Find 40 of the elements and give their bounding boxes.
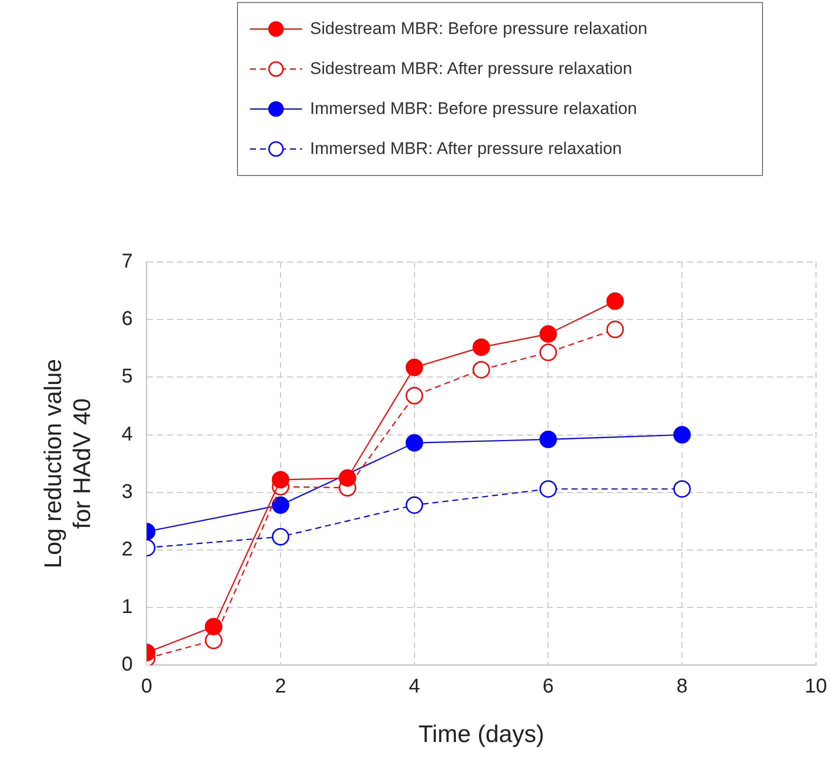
legend-label: Sidestream MBR: Before pressure relaxation: [310, 19, 648, 39]
x-tick-label: 10: [804, 676, 827, 698]
point: [272, 470, 290, 488]
x-tick-label: 0: [141, 676, 152, 698]
point: [406, 386, 424, 404]
legend-label: Immersed MBR: Before pressure relaxation: [310, 99, 637, 119]
y-tick-label: 3: [122, 480, 133, 503]
point: [539, 480, 557, 498]
point: [606, 292, 624, 310]
y-tick-label: 6: [122, 308, 133, 330]
point: [272, 496, 290, 514]
point: [539, 325, 557, 343]
y-tick-label: 7: [122, 250, 133, 273]
y-axis-title: Log reduction value for HAdV 40: [40, 358, 96, 568]
y-tick-label: 2: [122, 538, 133, 561]
legend-label: Sidestream MBR: After pressure relaxation: [310, 59, 632, 79]
x-tick-label: 4: [408, 676, 420, 698]
y-tick-label: 4: [122, 423, 133, 446]
point: [204, 618, 222, 636]
point: [406, 358, 424, 376]
point: [673, 480, 691, 498]
point: [338, 469, 356, 487]
point: [472, 338, 490, 356]
y-tick-label: 0: [122, 654, 133, 676]
x-tick-label: 8: [676, 676, 688, 698]
y-tick-label: 1: [122, 596, 133, 618]
x-tick-label: 6: [542, 676, 554, 698]
x-tick-label: 2: [274, 676, 286, 698]
point: [673, 426, 691, 444]
legend-label: Immersed MBR: After pressure relaxation: [310, 139, 622, 159]
point: [272, 528, 290, 546]
y-tick-label: 5: [122, 366, 133, 388]
point: [539, 344, 557, 362]
point: [472, 360, 490, 378]
point: [204, 632, 222, 650]
point: [406, 434, 424, 452]
point: [606, 320, 624, 338]
point: [406, 496, 424, 514]
x-axis-title: Time (days): [418, 721, 544, 748]
point: [539, 430, 557, 448]
